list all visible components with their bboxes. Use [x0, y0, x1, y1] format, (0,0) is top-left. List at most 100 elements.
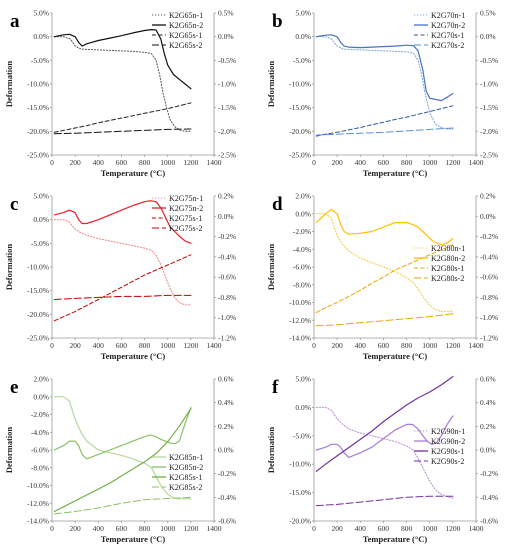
- x-tick-label: 400: [355, 158, 367, 167]
- x-tick-label: 1400: [207, 341, 222, 350]
- y2-tick-label: 0.4%: [218, 398, 234, 407]
- x-tick-label: 200: [70, 158, 82, 167]
- y-axis-label: Deformation: [266, 244, 276, 291]
- y-tick-label: 0.0%: [295, 32, 311, 41]
- y2-tick-label: 0.2%: [218, 422, 234, 431]
- y-tick-label: 5.0%: [33, 9, 49, 18]
- y2-tick-label: 0.0%: [480, 32, 496, 41]
- legend-label: K2G80s-2: [431, 274, 464, 283]
- y-tick-label: -20.0%: [27, 127, 49, 136]
- y2-tick-label: -0.4%: [218, 252, 236, 261]
- y-tick-label: -5.0%: [293, 56, 311, 65]
- y-tick-label: -15.0%: [289, 103, 311, 112]
- y-tick-label: -10.0%: [27, 263, 49, 272]
- y-tick-label: -15.0%: [27, 286, 49, 295]
- x-tick-label: 600: [378, 524, 390, 533]
- legend-label: K2G85s-2: [169, 483, 202, 492]
- legend-label: K2G75n-2: [169, 204, 203, 213]
- chart-panel-d: d -14.0% -12.0% -10.0% -8.0% -6.0% -4.0% -2.0% 0…: [266, 192, 498, 362]
- y-tick-label: 0.0%: [295, 209, 311, 218]
- panel-tag: a: [10, 11, 20, 32]
- y-tick-label: -25.0%: [289, 151, 311, 160]
- y2-tick-label: -1.0%: [218, 313, 236, 322]
- x-tick-label: 200: [332, 524, 344, 533]
- x-tick-label: 400: [355, 341, 367, 350]
- legend-label: K2G85s-1: [169, 473, 202, 482]
- x-tick-label: 1000: [422, 524, 437, 533]
- x-axis-label: Temperature (°C): [101, 351, 166, 361]
- series-line-K2G80s-2: [315, 313, 454, 327]
- x-tick-label: 0: [312, 341, 316, 350]
- y2-tick-label: 0.6%: [480, 375, 496, 384]
- x-tick-label: 800: [401, 341, 413, 350]
- x-tick-label: 200: [332, 158, 344, 167]
- y-tick-label: -20.0%: [289, 517, 311, 526]
- chart-panel-b: b -25.0% -20.0% -15.0% -10.0% -5.0% 0.0% 5.0% -2…: [266, 9, 498, 179]
- y-tick-label: -25.0%: [27, 151, 49, 160]
- series-line-K2G90s-2: [315, 495, 454, 507]
- legend-label: K2G90n-2: [431, 437, 465, 446]
- panel-tag: b: [272, 11, 283, 32]
- legend-label: K2G90s-1: [431, 447, 464, 456]
- y2-tick-label: -0.4%: [480, 252, 498, 261]
- y-tick-label: -6.0%: [293, 263, 311, 272]
- y-tick-label: -2.0%: [293, 227, 311, 236]
- y-tick-label: 5.0%: [295, 9, 311, 18]
- x-axis-label: Temperature (°C): [363, 168, 428, 178]
- series-line-K2G75s-1: [53, 254, 192, 322]
- y-tick-label: -10.0%: [289, 298, 311, 307]
- y-axis-label: Deformation: [266, 61, 276, 108]
- legend-label: K2G90s-2: [431, 457, 464, 466]
- x-tick-label: 1200: [183, 524, 198, 533]
- legend-label: K2G65n-2: [169, 21, 203, 30]
- x-tick-label: 0: [50, 158, 54, 167]
- y-tick-label: -5.0%: [31, 56, 49, 65]
- x-tick-label: 200: [70, 524, 82, 533]
- x-tick-label: 800: [139, 158, 151, 167]
- legend-label: K2G85n-1: [169, 453, 203, 462]
- y2-tick-label: -0.2%: [218, 469, 236, 478]
- x-tick-label: 800: [401, 524, 413, 533]
- x-tick-label: 0: [50, 524, 54, 533]
- y-axis-label: Deformation: [4, 61, 14, 108]
- legend-label: K2G70n-1: [431, 11, 465, 20]
- y-tick-label: -8.0%: [31, 463, 49, 472]
- x-tick-label: 1000: [422, 158, 437, 167]
- x-tick-label: 1000: [160, 341, 175, 350]
- y2-tick-label: -2.0%: [480, 127, 498, 136]
- y2-tick-label: 0.0%: [218, 212, 234, 221]
- y-tick-label: 0.0%: [33, 215, 49, 224]
- legend-label: K2G80n-1: [431, 244, 465, 253]
- y2-tick-label: 0.6%: [218, 375, 234, 384]
- x-tick-label: 1400: [469, 158, 484, 167]
- legend-label: K2G70s-1: [431, 31, 464, 40]
- y-tick-label: -25.0%: [27, 334, 49, 343]
- y2-tick-label: -0.2%: [218, 232, 236, 241]
- series-line-K2G75s-2: [53, 294, 192, 300]
- legend-label: K2G70s-2: [431, 41, 464, 50]
- y2-tick-label: -0.5%: [218, 56, 236, 65]
- y2-tick-label: 0.2%: [218, 192, 234, 201]
- y2-tick-label: -0.4%: [218, 493, 236, 502]
- x-axis-label: Temperature (°C): [101, 168, 166, 178]
- x-tick-label: 600: [378, 341, 390, 350]
- y2-tick-label: -1.2%: [218, 334, 236, 343]
- y2-tick-label: -0.4%: [480, 493, 498, 502]
- panel-tag: e: [10, 377, 18, 398]
- panel-tag: d: [272, 194, 283, 215]
- y2-tick-label: -0.6%: [480, 273, 498, 282]
- series-line-K2G90s-1: [315, 375, 454, 472]
- legend-label: K2G75n-1: [169, 194, 203, 203]
- chart-panel-e: e -14.0% -12.0% -10.0% -8.0% -6.0% -4.0% -2.0% 0…: [4, 375, 236, 545]
- y2-tick-label: -0.6%: [480, 517, 498, 526]
- legend-label: K2G70n-2: [431, 21, 465, 30]
- y2-tick-label: -1.5%: [218, 103, 236, 112]
- y-tick-label: -4.0%: [31, 428, 49, 437]
- y2-tick-label: 0.5%: [480, 9, 496, 18]
- y-tick-label: -15.0%: [289, 488, 311, 497]
- y2-tick-label: -2.0%: [218, 127, 236, 136]
- y-tick-label: -6.0%: [31, 446, 49, 455]
- y2-tick-label: -1.0%: [480, 313, 498, 322]
